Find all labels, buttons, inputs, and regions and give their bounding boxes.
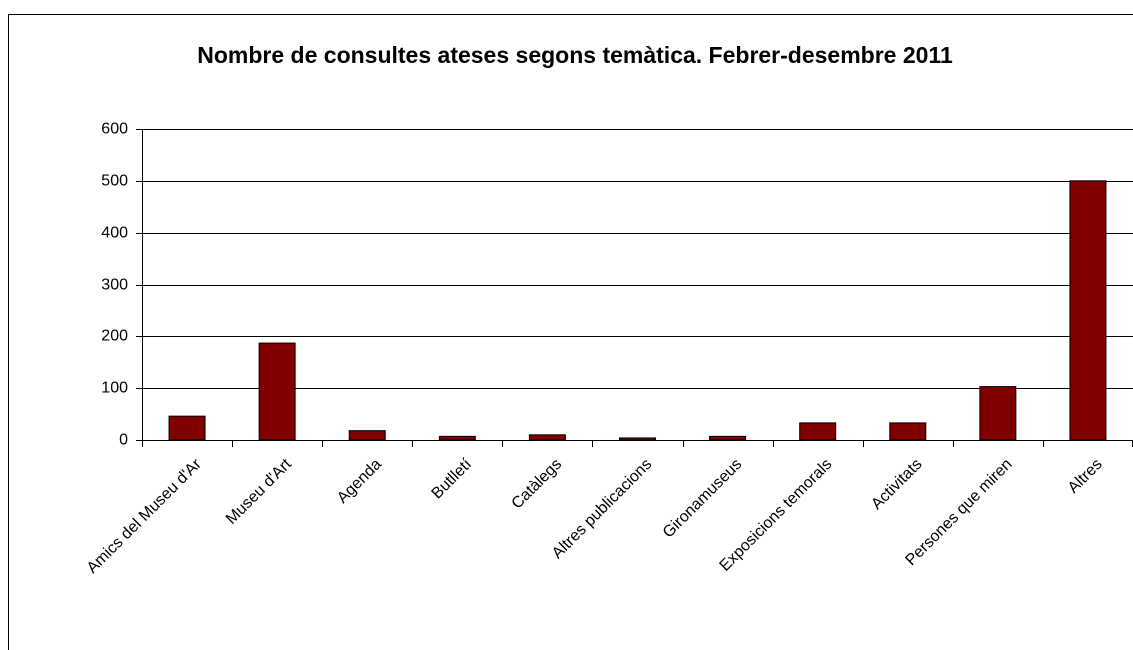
y-tick-label: 100 xyxy=(101,380,128,397)
bar xyxy=(619,437,656,441)
y-tick-label: 300 xyxy=(101,277,128,294)
bar xyxy=(979,386,1017,441)
y-tick-label: 400 xyxy=(101,225,128,242)
chart-title: Nombre de consultes ateses segons temàti… xyxy=(197,42,953,68)
bar xyxy=(348,430,386,441)
y-tick-label: 200 xyxy=(101,328,128,345)
bar xyxy=(1069,180,1107,441)
bar xyxy=(889,422,927,441)
y-tick-label: 0 xyxy=(119,432,128,449)
bar xyxy=(438,435,476,441)
bar xyxy=(528,434,566,441)
chart-border xyxy=(8,14,1133,650)
bar xyxy=(258,342,296,441)
bar xyxy=(168,415,206,441)
bar xyxy=(799,422,837,441)
y-tick-label: 500 xyxy=(101,173,128,190)
bar xyxy=(709,435,747,441)
y-tick-label: 600 xyxy=(101,121,128,138)
